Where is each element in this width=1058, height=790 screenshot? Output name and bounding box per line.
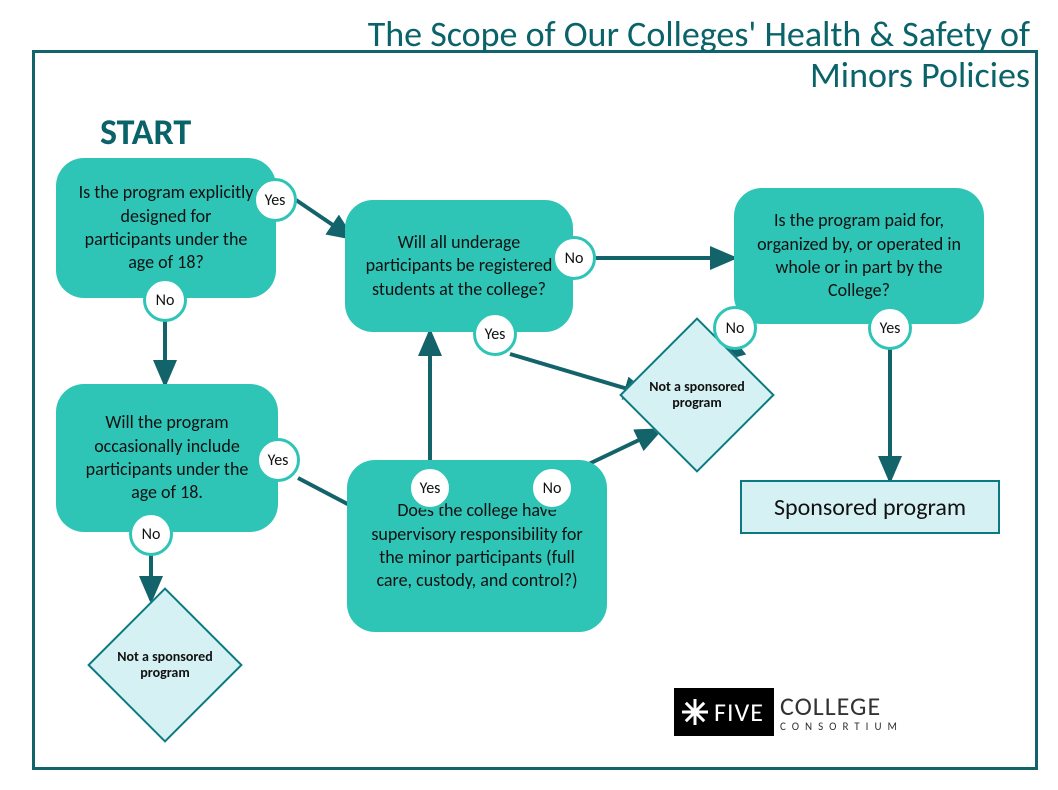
node-q5-paid-organized-by-college: Is the program paid for, organized by, o… (734, 188, 984, 324)
diamond-text: Not a sponsored program (642, 340, 752, 450)
badge-q1-no: No (143, 278, 187, 322)
result-sponsored-program: Sponsored program (740, 480, 1000, 534)
diamond-not-sponsored-1: Not a sponsored program (110, 610, 220, 720)
badge-q4-no: No (530, 466, 574, 510)
node-text: Does the college have supervisory respon… (367, 499, 587, 593)
node-q2-occasionally-under-18: Will the program occasionally include pa… (56, 384, 278, 532)
logo-five: FIVE (714, 696, 764, 728)
badge-q2-no: No (129, 512, 173, 556)
badge-q3-no: No (552, 236, 596, 280)
result-text: Sponsored program (774, 493, 966, 522)
logo-consortium: CONSORTIUM (780, 721, 903, 732)
five-college-logo: FIVE COLLEGE CONSORTIUM (674, 688, 903, 736)
badge-q5-yes: Yes (868, 306, 912, 350)
asterisk-icon (682, 699, 708, 725)
node-q3-registered-students: Will all underage participants be regist… (345, 200, 573, 332)
page-title: The Scope of Our Colleges' Health & Safe… (330, 14, 1030, 97)
node-text: Will all underage participants be regist… (365, 231, 553, 301)
badge-q2-yes: Yes (256, 438, 300, 482)
diamond-not-sponsored-2: Not a sponsored program (642, 340, 752, 450)
node-text: Is the program paid for, organized by, o… (754, 209, 964, 303)
node-text: Will the program occasionally include pa… (76, 411, 258, 505)
badge-q5-no: No (713, 306, 757, 350)
node-text: Is the program explicitly designed for p… (76, 181, 256, 275)
node-q1-designed-under-18: Is the program explicitly designed for p… (56, 158, 276, 298)
badge-q3-yes: Yes (473, 312, 517, 356)
logo-college: COLLEGE (780, 693, 903, 719)
badge-q4-yes: Yes (408, 466, 452, 510)
diamond-text: Not a sponsored program (110, 610, 220, 720)
badge-q1-yes: Yes (253, 178, 297, 222)
start-label: START (100, 110, 191, 154)
